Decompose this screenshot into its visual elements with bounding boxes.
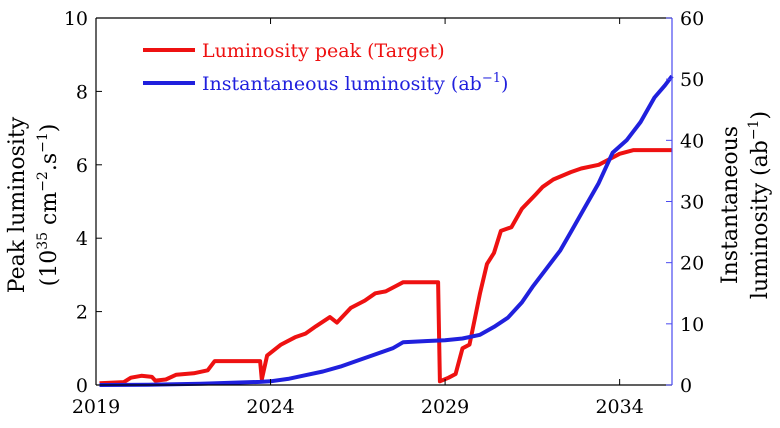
legend: Luminosity peak (Target) Instantaneous l… — [143, 40, 508, 95]
y-right-title-line1: Instantaneous — [718, 126, 743, 284]
y-left-tick-label-2: 2 — [76, 302, 88, 324]
x-tick-label-2029: 2029 — [421, 396, 469, 418]
series-line-1 — [99, 74, 674, 387]
y-left-title-line1: Peak luminosity — [5, 116, 30, 293]
y-left-tick-label-8: 8 — [76, 81, 88, 103]
y-right-tick-label-30: 30 — [680, 192, 704, 214]
legend-entry-instantaneous-luminosity: Instantaneous luminosity (ab−1) — [202, 71, 508, 95]
y-left-tick-label-6: 6 — [76, 155, 88, 177]
series-line-0 — [99, 148, 672, 386]
y-right-tick-label-10: 10 — [680, 314, 704, 336]
y-right-tick-label-60: 60 — [680, 8, 704, 30]
y-left-tick-label-10: 10 — [64, 8, 88, 30]
y-right-axis-title: Instantaneous luminosity (ab−1) — [718, 111, 773, 299]
plot-lines — [99, 74, 674, 387]
y-right-tick-label-50: 50 — [680, 69, 704, 91]
x-tick-label-2019: 2019 — [72, 396, 120, 418]
y-left-tick-label-4: 4 — [76, 228, 88, 250]
y-right-tick-label-0: 0 — [680, 375, 692, 397]
y-right-title-line2: luminosity (ab−1) — [746, 111, 773, 299]
y-left-tick-label-0: 0 — [76, 375, 88, 397]
y-right-tick-label-40: 40 — [680, 130, 704, 152]
x-tick-label-2024: 2024 — [246, 396, 294, 418]
y-left-axis-title: Peak luminosity (1035 cm−2.s−1) — [5, 116, 62, 293]
legend-entry-luminosity-peak: Luminosity peak (Target) — [202, 40, 445, 62]
ticks: 2019 2024 2029 2034 0 2 4 6 8 10 0 10 20 30 40 50 60 — [64, 8, 704, 418]
y-right-tick-label-20: 20 — [680, 253, 704, 275]
x-tick-label-2034: 2034 — [595, 396, 643, 418]
y-left-title-line2: (1035 cm−2.s−1) — [35, 124, 62, 287]
